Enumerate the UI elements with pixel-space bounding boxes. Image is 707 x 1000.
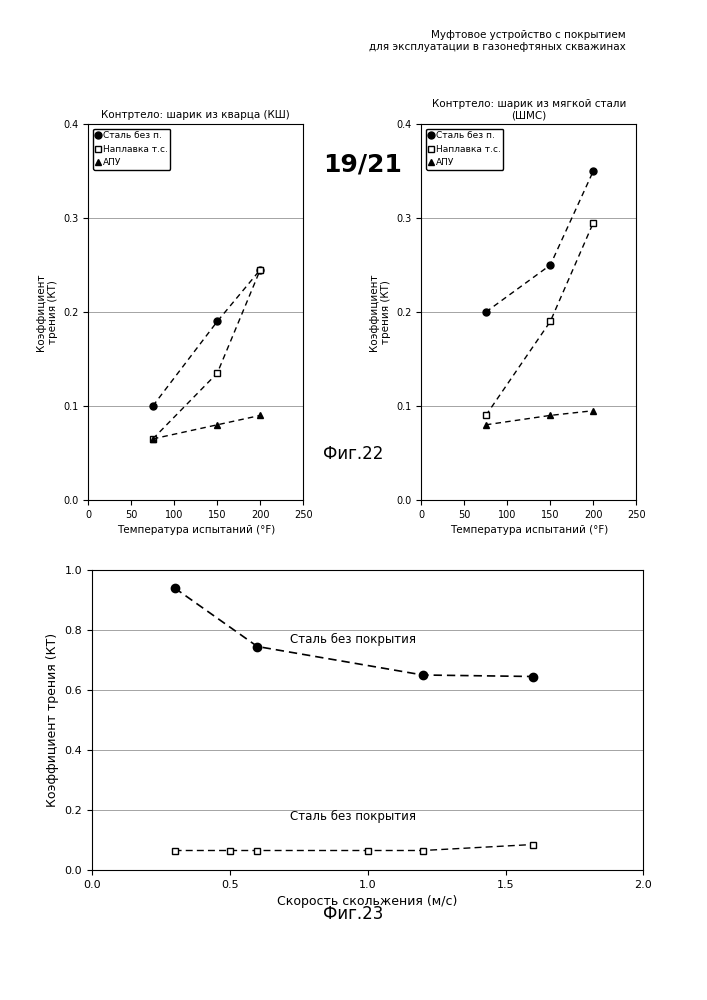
Title: Контртело: шарик из кварца (КШ): Контртело: шарик из кварца (КШ)	[101, 110, 290, 120]
Legend: Сталь без п., Наплавка т.с., АПУ: Сталь без п., Наплавка т.с., АПУ	[426, 129, 503, 170]
Text: Сталь без покрытия: Сталь без покрытия	[291, 632, 416, 646]
Text: Фиг.22: Фиг.22	[323, 445, 384, 463]
Text: 19/21: 19/21	[323, 152, 402, 176]
Text: Сталь без покрытия: Сталь без покрытия	[291, 809, 416, 823]
Title: Контртело: шарик из мягкой стали
(ШМС): Контртело: шарик из мягкой стали (ШМС)	[432, 99, 626, 120]
Text: Фиг.23: Фиг.23	[323, 905, 384, 923]
X-axis label: Температура испытаний (°F): Температура испытаний (°F)	[117, 525, 275, 535]
Legend: Сталь без п., Наплавка т.с., АПУ: Сталь без п., Наплавка т.с., АПУ	[93, 129, 170, 170]
Text: Муфтовое устройство с покрытием
для эксплуатации в газонефтяных скважинах: Муфтовое устройство с покрытием для эксп…	[368, 30, 626, 52]
Y-axis label: Коэффициент
трения (КТ): Коэффициент трения (КТ)	[36, 273, 58, 351]
Y-axis label: Коэффициент
трения (КТ): Коэффициент трения (КТ)	[369, 273, 391, 351]
X-axis label: Скорость скольжения (м/с): Скорость скольжения (м/с)	[277, 895, 458, 908]
X-axis label: Температура испытаний (°F): Температура испытаний (°F)	[450, 525, 608, 535]
Y-axis label: Коэффициент трения (КТ): Коэффициент трения (КТ)	[46, 633, 59, 807]
